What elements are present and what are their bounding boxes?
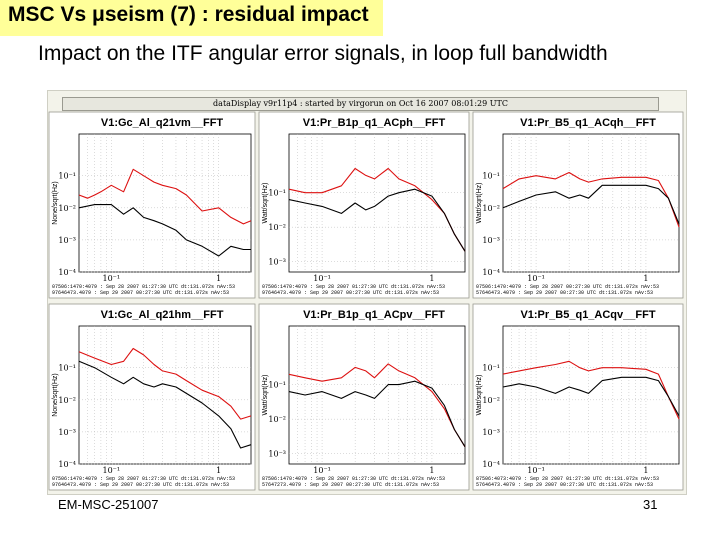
y-tick-label: 10⁻³ (58, 236, 76, 245)
series-line-black (78, 204, 251, 257)
y-tick-label: 10⁻³ (482, 236, 500, 245)
y-axis-label: Watt/sqrt(Hz) (262, 375, 269, 416)
y-tick-label: 10⁻² (58, 396, 76, 405)
slide-subtitle: Impact on the ITF angular error signals,… (38, 42, 608, 65)
series-line-red (78, 347, 252, 420)
x-tick-label: 10⁻¹ (313, 466, 331, 475)
series-line-black (502, 184, 680, 225)
plot-title: V1:Pr_B5_q1_ACqv__FFT (520, 309, 655, 321)
footer-reference: EM-MSC-251007 (58, 497, 159, 512)
figure-header-bar: dataDisplay v9r11p4 : started by virgoru… (62, 97, 659, 111)
slide-title: MSC Vs μseism (7) : residual impact (8, 3, 369, 26)
series-line-black (78, 360, 252, 449)
y-tick-label: 10⁻⁴ (482, 268, 500, 277)
plot-panel-6: V1:Pr_B5_q1_ACqv__FFT 10⁻¹ 10⁻² 10⁻³ 10⁻⁴ 10⁻… (472, 303, 684, 491)
y-tick-label: 10⁻³ (268, 258, 286, 267)
plot-area (502, 133, 680, 273)
series-line-red (502, 360, 680, 420)
y-tick-label: 10⁻⁴ (58, 460, 76, 469)
x-tick-label: 10⁻¹ (103, 274, 121, 283)
series-line-red (78, 168, 252, 225)
x-tick-label: 1 (216, 274, 221, 283)
plot-title: V1:Pr_B5_q1_ACqh__FFT (520, 117, 656, 129)
data-stamp: 57647273.4079 : Sep 29 2007 00:27:30 UTC… (262, 482, 439, 488)
y-tick-label: 10⁻¹ (268, 189, 286, 198)
y-axis-label: Watt/sqrt(Hz) (262, 183, 269, 224)
data-stamp: 07506:1470:4079 : Sep 28 2007 01:27:30 U… (52, 284, 235, 290)
data-stamp: 97646473.4079 : Sep 29 2007 00:27:30 UTC… (262, 290, 439, 296)
plot-panel-2: V1:Pr_B1p_q1_ACph__FFT 10⁻¹ 10⁻² 10⁻³ 10⁻¹ 1 W… (258, 111, 470, 299)
y-tick-label: 10⁻⁴ (58, 268, 76, 277)
x-tick-label: 10⁻¹ (527, 274, 545, 283)
series-line-red (288, 363, 466, 448)
plot-panel-1: V1:Gc_Al_q21vm__FFT 10⁻¹ 10⁻² 10⁻³ 10⁻⁴ 10⁻¹ 1… (48, 111, 256, 299)
y-tick-label: 10⁻³ (58, 428, 76, 437)
data-stamp: 97646473.4079 : Sep 29 2007 00:27:30 UTC… (52, 482, 229, 488)
plot-area (78, 133, 252, 273)
figure-header-text: dataDisplay v9r11p4 : started by virgoru… (213, 99, 508, 108)
data-stamp: 87506:4073:4079 : Sep 28 2007 01:27:30 U… (476, 476, 659, 482)
page-number: 31 (643, 497, 658, 512)
x-tick-label: 1 (429, 274, 434, 283)
y-tick-label: 10⁻² (482, 204, 500, 213)
title-highlight (0, 0, 383, 36)
y-tick-label: 10⁻² (268, 415, 286, 424)
y-tick-label: 10⁻³ (268, 450, 286, 459)
y-tick-label: 10⁻¹ (58, 172, 76, 181)
data-stamp: 87506:1470:4079 : Sep 28 2007 01:27:30 U… (262, 476, 445, 482)
y-tick-label: 10⁻¹ (482, 172, 500, 181)
y-tick-label: 10⁻¹ (58, 364, 76, 373)
y-tick-label: 10⁻² (58, 204, 76, 213)
plot-title: V1:Pr_B1p_q1_ACpv__FFT (303, 309, 445, 321)
x-tick-label: 1 (216, 466, 221, 475)
data-stamp: 57646473.4079 : Sep 29 2007 00:27:30 UTC… (476, 290, 653, 296)
plot-area (502, 325, 680, 465)
plot-panel-4: V1:Gc_Al_q21hm__FFT 10⁻¹ 10⁻² 10⁻³ 10⁻⁴ 10⁻¹ 1… (48, 303, 256, 491)
series-line-black (502, 376, 680, 417)
series-line-red (502, 171, 680, 228)
y-tick-label: 10⁻¹ (268, 381, 286, 390)
data-stamp: 07506:1470:4079 : Sep 28 2007 01:27:30 U… (262, 284, 445, 290)
y-axis-label: None/sqrt(Hz) (52, 373, 59, 417)
plot-area (288, 325, 466, 465)
plot-title: V1:Pr_B1p_q1_ACph__FFT (303, 117, 446, 129)
plot-title: V1:Gc_Al_q21hm__FFT (101, 309, 224, 321)
x-tick-label: 1 (643, 466, 648, 475)
plot-panel-3: V1:Pr_B5_q1_ACqh__FFT 10⁻¹ 10⁻² 10⁻³ 10⁻⁴ 10⁻… (472, 111, 684, 299)
y-tick-label: 10⁻² (268, 223, 286, 232)
plot-panel-5: V1:Pr_B1p_q1_ACpv__FFT 10⁻¹ 10⁻² 10⁻³ 10⁻¹ 1 W… (258, 303, 470, 491)
x-tick-label: 10⁻¹ (527, 466, 545, 475)
y-axis-label: Watt/sqrt(Hz) (476, 375, 483, 416)
data-stamp: 07506:1470:4079 : Sep 28 2007 00:27:30 U… (476, 284, 659, 290)
data-stamp: 97646473.4079 : Sep 29 2007 00:27:30 UTC… (52, 290, 229, 296)
y-tick-label: 10⁻³ (482, 428, 500, 437)
y-tick-label: 10⁻² (482, 396, 500, 405)
y-tick-label: 10⁻¹ (482, 364, 500, 373)
data-stamp: 07506:1470:4079 : Sep 28 2007 01:27:30 U… (52, 476, 235, 482)
x-tick-label: 1 (429, 466, 434, 475)
x-tick-label: 1 (643, 274, 648, 283)
y-axis-label: Watt/sqrt(Hz) (476, 183, 483, 224)
y-tick-label: 10⁻⁴ (482, 460, 500, 469)
plot-area (288, 133, 466, 273)
x-tick-label: 10⁻¹ (313, 274, 331, 283)
series-line-black (288, 188, 466, 252)
x-tick-label: 10⁻¹ (103, 466, 121, 475)
y-axis-label: None/sqrt(Hz) (52, 181, 59, 225)
plot-area (78, 325, 252, 465)
series-line-black (288, 380, 466, 448)
plot-title: V1:Gc_Al_q21vm__FFT (101, 117, 224, 129)
data-stamp: 57646473.4079 : Sep 29 2007 00:27:30 UTC… (476, 482, 653, 488)
